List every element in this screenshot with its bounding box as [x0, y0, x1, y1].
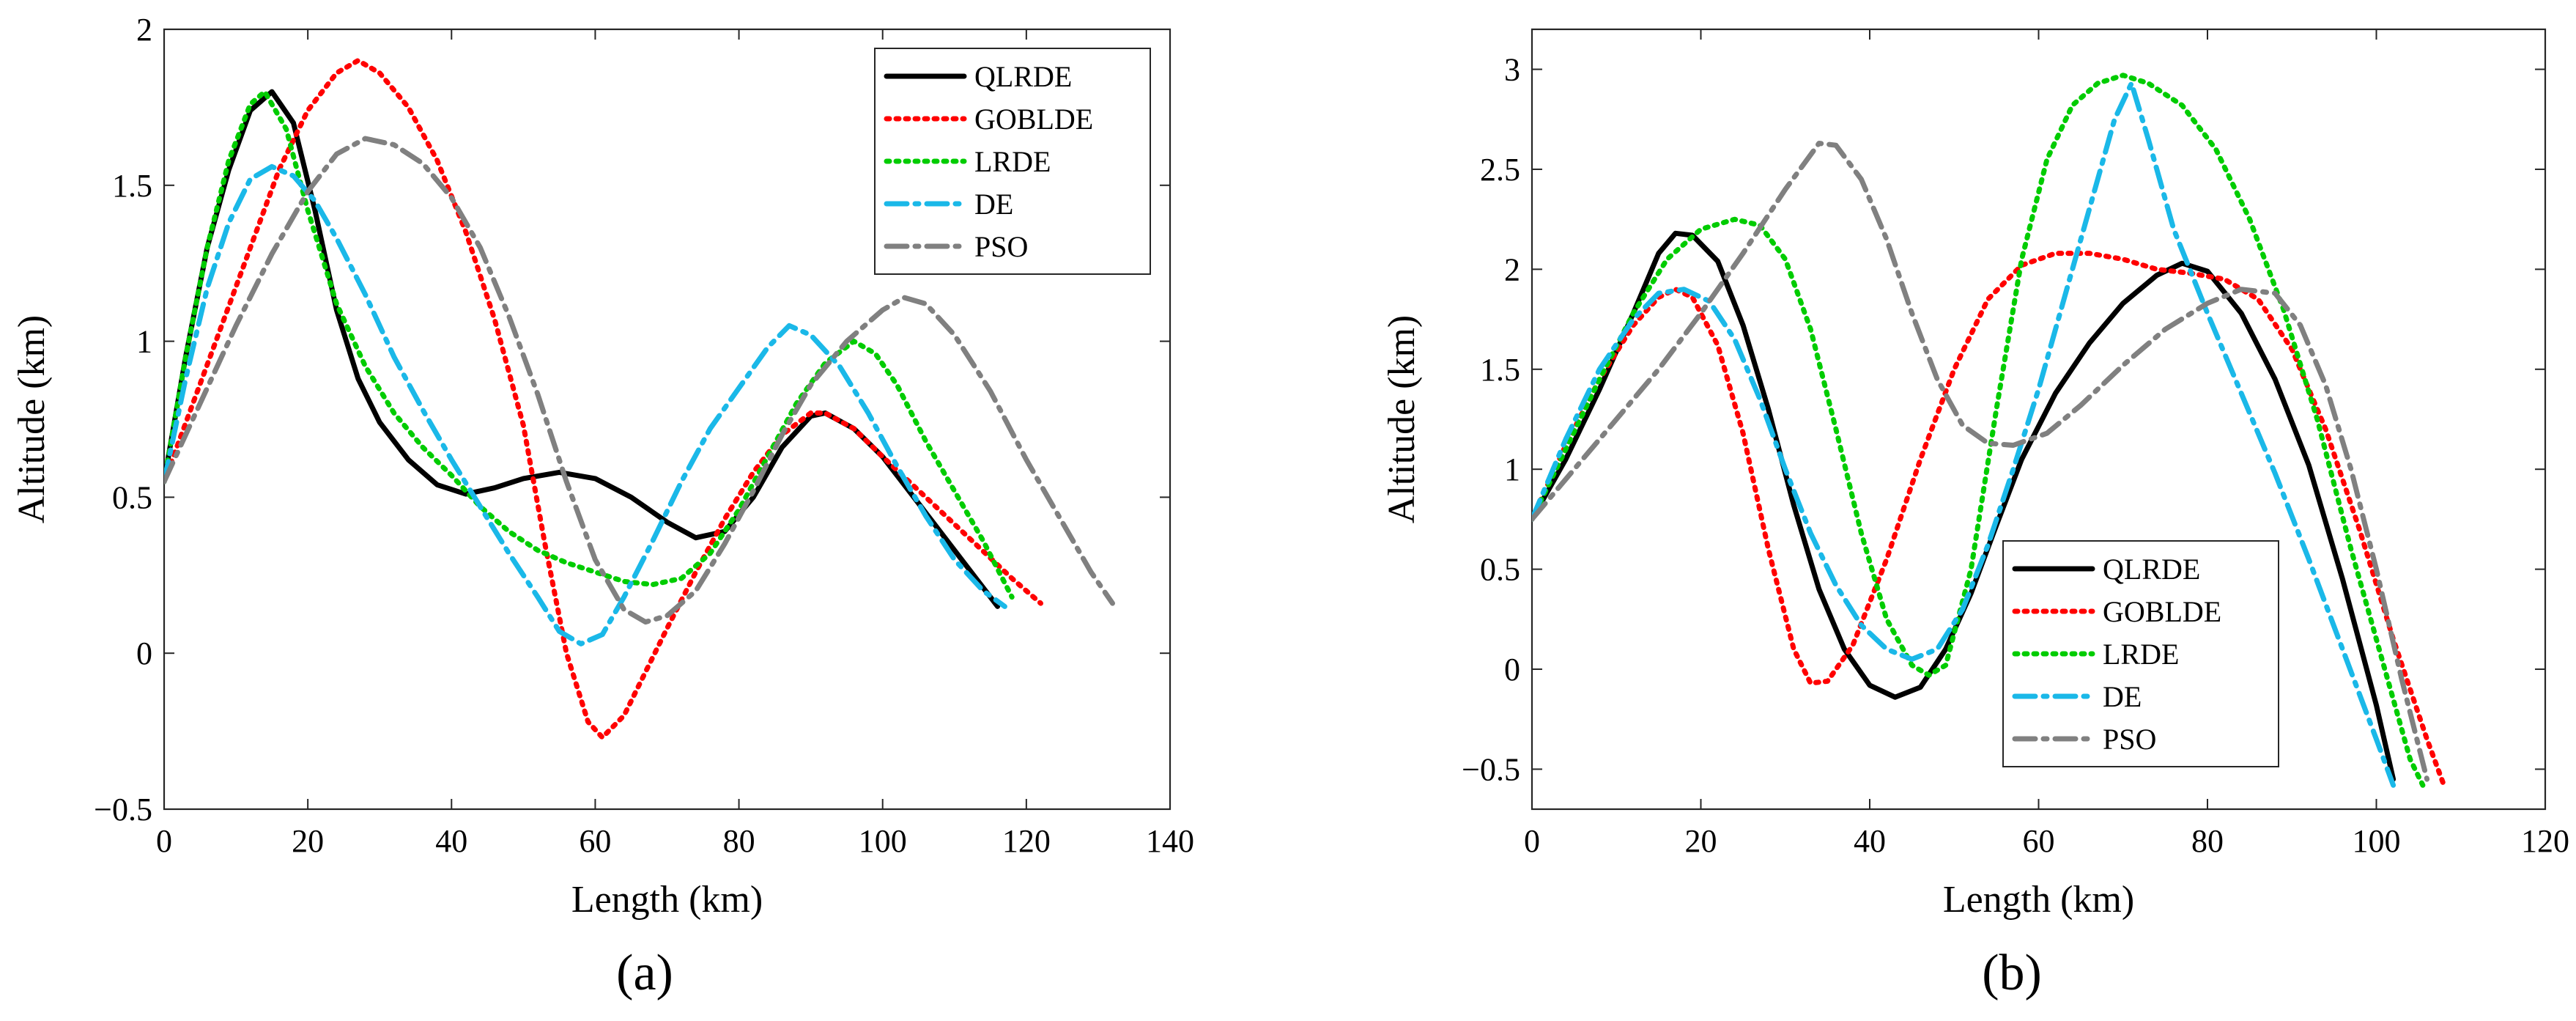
x-axis-label: Length (km): [571, 879, 763, 921]
legend-label-pso: PSO: [2103, 723, 2156, 756]
x-tick-label: 140: [1146, 823, 1194, 859]
legend-box: [2002, 540, 2279, 767]
x-tick-label: 0: [156, 823, 172, 859]
x-tick-label: 100: [2353, 823, 2401, 859]
y-tick-label: 3: [1504, 52, 1520, 88]
x-tick-label: 80: [723, 823, 755, 859]
legend: QLRDE GOBLDE LRDE DE PSO: [2002, 540, 2279, 767]
plot-area-frame: [163, 28, 1172, 811]
panel-label: (a): [616, 945, 673, 1001]
legend-label-lrde: LRDE: [2103, 638, 2179, 671]
y-tick-label: 2: [1504, 251, 1520, 287]
legend-label-lrde: LRDE: [974, 145, 1051, 178]
series-line-lrde: [164, 89, 1015, 600]
legend-label-qlrde: QLRDE: [974, 60, 1072, 93]
x-tick-label: 40: [435, 823, 467, 859]
y-tick-label: 0: [1504, 652, 1520, 688]
series-line-goblde: [164, 58, 1043, 740]
y-tick-label: 0.5: [112, 479, 152, 515]
legend-label-pso: PSO: [974, 230, 1028, 263]
series-line-pso: [1532, 141, 2430, 782]
series-line-de: [1532, 81, 2397, 788]
x-tick-label: 40: [1854, 823, 1886, 859]
legend-label-goblde: GOBLDE: [2103, 595, 2221, 628]
x-tick-label: 60: [579, 823, 611, 859]
legend-label-de: DE: [2103, 680, 2142, 713]
legend-box: [874, 48, 1151, 275]
panel-label: (b): [1982, 945, 2042, 1001]
y-tick-label: 2: [136, 12, 152, 48]
x-tick-label: 20: [292, 823, 324, 859]
series-line-qlrde: [164, 89, 1001, 609]
x-tick-label: 120: [1002, 823, 1051, 859]
legend-label-goblde: GOBLDE: [974, 103, 1093, 136]
x-tick-label: 80: [2191, 823, 2224, 859]
series-line-de: [164, 163, 1007, 646]
y-tick-label: −0.5: [94, 792, 152, 828]
x-tick-label: 0: [1524, 823, 1540, 859]
y-tick-label: 1.5: [112, 168, 152, 204]
x-tick-label: 60: [2023, 823, 2055, 859]
legend: QLRDE GOBLDE LRDE DE PSO: [874, 48, 1151, 275]
legend-label-de: DE: [974, 188, 1013, 221]
series-line-qlrde: [1532, 230, 2397, 782]
y-tick-label: 1: [136, 324, 152, 360]
y-axis-label: Altitude (km): [11, 315, 53, 524]
series-line-lrde: [1532, 73, 2426, 788]
x-tick-label: 120: [2521, 823, 2569, 859]
y-tick-label: 1: [1504, 451, 1520, 487]
legend-label-qlrde: QLRDE: [2103, 553, 2200, 586]
y-axis-label: Altitude (km): [1381, 315, 1423, 524]
y-tick-label: −0.5: [1462, 751, 1520, 787]
x-axis-label: Length (km): [1943, 879, 2134, 921]
y-tick-label: 0: [136, 635, 152, 671]
y-tick-label: 0.5: [1480, 552, 1520, 588]
series-line-pso: [164, 136, 1115, 625]
series-line-goblde: [1532, 251, 2447, 788]
x-tick-label: 100: [859, 823, 907, 859]
y-tick-label: 2.5: [1480, 152, 1520, 188]
x-tick-label: 20: [1685, 823, 1717, 859]
y-tick-label: 1.5: [1480, 352, 1520, 388]
